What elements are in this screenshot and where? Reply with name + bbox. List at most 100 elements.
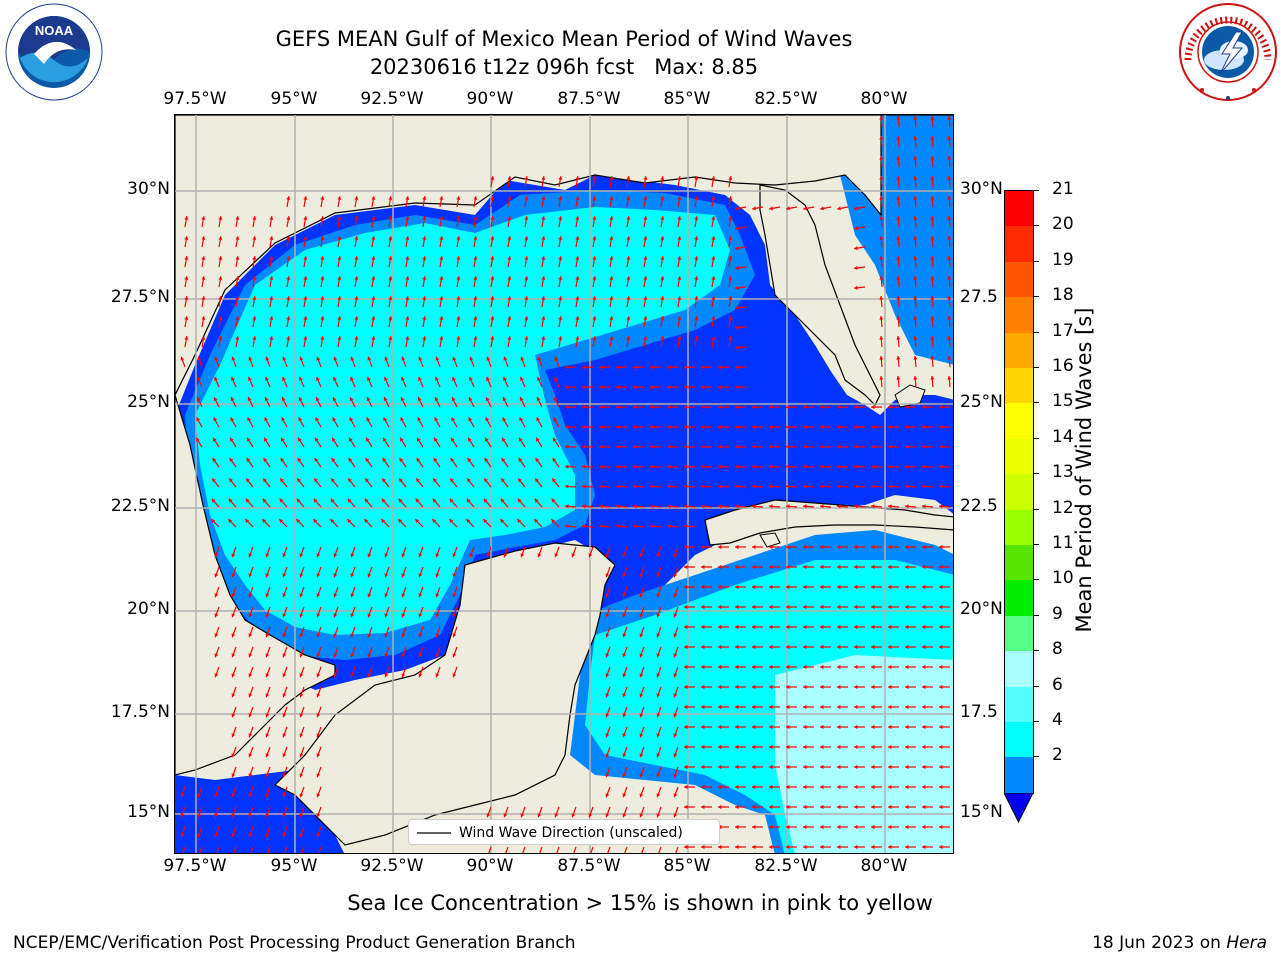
arrow-head (711, 276, 716, 280)
wind-wave-arrow (505, 846, 509, 853)
arrow-head (197, 793, 202, 798)
arrow-head (718, 624, 722, 630)
arrow-head (786, 824, 790, 830)
arrow-head (786, 624, 790, 630)
arrow-head (930, 216, 935, 220)
arrow-head (316, 573, 321, 578)
arrow-head (684, 744, 688, 750)
arrow-head (626, 256, 631, 260)
arrow-head (316, 633, 321, 638)
arrow-head (871, 804, 875, 810)
arrow-head (752, 464, 756, 469)
arrow-head (735, 265, 739, 270)
arrow-head (286, 236, 291, 240)
arrow-head (333, 593, 338, 598)
arrow-head (422, 216, 427, 220)
arrow-head (803, 405, 807, 410)
arrow-head (201, 256, 206, 260)
arrow-head (837, 624, 841, 630)
arrow-head (803, 464, 807, 469)
arrow-head (786, 544, 790, 550)
arrow-head (639, 693, 644, 698)
arrow-head (803, 584, 807, 590)
arrow-head (837, 764, 841, 770)
arrow-head (728, 336, 733, 340)
arrow-head (888, 804, 892, 810)
arrow-head (366, 417, 371, 422)
colorbar-segment (1005, 545, 1033, 581)
arrow-head (803, 484, 807, 489)
arrow-head (769, 704, 773, 710)
arrow-head (599, 504, 603, 509)
lon-label-top: 90°W (466, 89, 514, 109)
arrow-head (252, 336, 257, 340)
arrow-head (231, 753, 236, 758)
wind-wave-arrow (250, 846, 254, 853)
arrow-head (265, 613, 270, 618)
arrow-head (735, 405, 739, 410)
arrow-head (552, 458, 557, 462)
arrow-head (248, 733, 253, 738)
arrow-head (871, 644, 875, 650)
arrow-head (269, 256, 274, 260)
arrow-head (656, 573, 661, 578)
arrow-head (947, 136, 952, 140)
arrow-head (401, 553, 406, 558)
arrow-head (235, 336, 240, 340)
arrow-head (381, 519, 386, 523)
arrow-head (718, 424, 722, 429)
arrow-head (299, 773, 304, 778)
arrow-head (439, 296, 444, 300)
arrow-head (718, 704, 722, 710)
arrow-head (905, 424, 909, 429)
arrow-head (405, 296, 410, 300)
arrow-head (214, 573, 219, 578)
arrow-head (554, 356, 559, 361)
arrow-head (888, 704, 892, 710)
arrow-head (667, 424, 671, 429)
arrow-head (214, 813, 219, 818)
wind-wave-arrow (488, 846, 492, 853)
arrow-head (575, 236, 580, 240)
arrow-head (930, 296, 935, 300)
arrow-head (184, 336, 189, 340)
arrow-head (854, 664, 858, 670)
arrow-head (299, 376, 303, 381)
arrow-head (415, 519, 420, 523)
arrow-head (752, 504, 756, 509)
colorbar-segment (1005, 686, 1033, 723)
arrow-head (735, 444, 739, 449)
arrow-head (524, 256, 529, 260)
arrow-head (947, 296, 952, 300)
arrow-head (735, 844, 739, 850)
arrow-head (367, 593, 372, 598)
arrow-head (786, 784, 790, 790)
arrow-head (484, 478, 488, 483)
arrow-head (803, 824, 807, 830)
arrow-head (367, 573, 372, 578)
arrow-head (913, 236, 918, 240)
arrow-head (350, 593, 355, 598)
arrow-head (656, 813, 661, 818)
arrow-head (854, 464, 858, 469)
arrow-head (656, 693, 661, 698)
arrow-head (854, 804, 858, 810)
arrow-head (888, 824, 892, 830)
colorbar-label: Mean Period of Wind Waves [s] (1072, 307, 1096, 633)
colorbar-tick-label: 16 (1052, 356, 1074, 376)
arrow-head (837, 804, 841, 810)
colorbar-tick-label: 9 (1052, 603, 1063, 624)
arrow-head (694, 256, 699, 260)
arrow-head (930, 336, 935, 340)
arrow-head (264, 397, 269, 402)
arrow-head (769, 644, 773, 650)
arrow-head (922, 584, 926, 590)
arrow-head (837, 844, 841, 850)
arrow-head (633, 365, 637, 370)
arrow-head (854, 424, 858, 429)
arrow-head (930, 116, 935, 120)
arrow-head (718, 664, 722, 670)
arrow-head (718, 464, 722, 469)
arrow-head (517, 519, 522, 523)
arrow-head (252, 216, 257, 220)
